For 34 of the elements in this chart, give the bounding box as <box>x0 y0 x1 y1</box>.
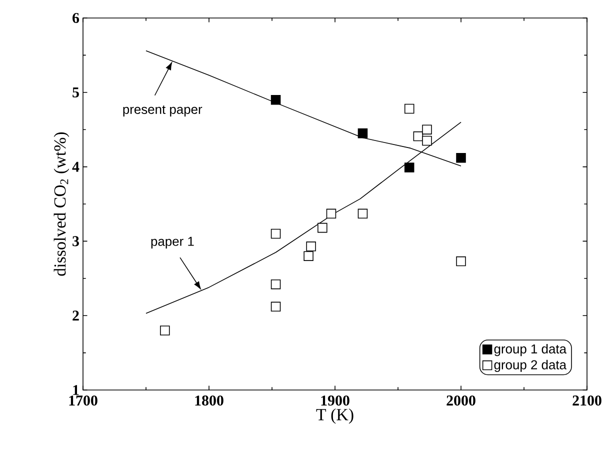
x-axis-title: T (K) <box>316 408 354 424</box>
y-tick-label: 6 <box>72 12 80 24</box>
point <box>306 242 316 252</box>
point <box>422 124 432 134</box>
x-tick-label: 1900 <box>321 396 350 406</box>
point <box>318 222 328 233</box>
point <box>422 136 432 146</box>
y-tick-label: 5 <box>72 87 79 98</box>
point <box>456 256 466 266</box>
y-axis-title: dissolved CO$_{2}$ (wt%) <box>54 132 70 276</box>
legend-label: group 1 data <box>494 344 566 356</box>
point <box>160 326 170 336</box>
point <box>358 208 368 219</box>
x-tick-label: 2100 <box>572 396 602 406</box>
point <box>456 152 466 163</box>
point <box>404 162 414 172</box>
annotation: present paper <box>123 105 202 117</box>
legend-label: group 2 data <box>494 360 566 372</box>
annotation: paper 1 <box>151 236 194 248</box>
y-tick-label: 4 <box>72 162 80 172</box>
y-tick-label: 3 <box>72 236 79 246</box>
point <box>270 228 281 239</box>
x-tick-label: 1800 <box>195 396 224 406</box>
y-tick-label: 1 <box>73 385 79 395</box>
point <box>270 279 281 290</box>
point <box>270 94 281 105</box>
x-tick-label: 1700 <box>69 396 98 406</box>
y-tick-label: 2 <box>72 310 79 321</box>
point <box>270 302 281 312</box>
point <box>404 104 414 114</box>
point <box>326 208 336 219</box>
point <box>304 251 314 261</box>
x-tick-label: 2000 <box>446 396 476 406</box>
point <box>358 128 368 138</box>
